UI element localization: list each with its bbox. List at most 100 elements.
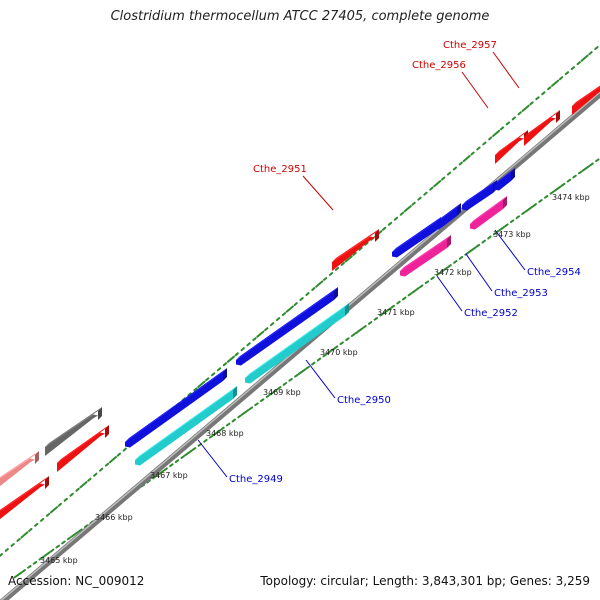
minor-tick <box>21 569 26 573</box>
gene-label-Cthe_2950: Cthe_2950 <box>337 395 391 406</box>
minor-tick <box>476 146 481 151</box>
major-tick <box>492 129 501 137</box>
minor-tick <box>197 443 202 447</box>
minor-tick <box>220 426 225 431</box>
gene-front-face <box>392 221 437 258</box>
gene-front-face <box>0 458 35 487</box>
minor-tick <box>499 126 505 131</box>
leader-Cthe_2952 <box>436 275 463 312</box>
minor-tick <box>492 231 498 236</box>
minor-tick <box>576 61 581 66</box>
gene-top-face <box>470 196 507 224</box>
minor-tick <box>339 341 344 346</box>
major-tick <box>42 551 51 558</box>
minor-tick <box>78 528 83 533</box>
minor-tick <box>521 211 526 215</box>
major-tick <box>354 327 363 335</box>
minor-tick <box>75 487 80 492</box>
minor-tick <box>541 91 546 96</box>
minor-tick <box>407 292 413 297</box>
major-tick <box>212 429 221 436</box>
minor-tick <box>174 459 180 463</box>
minor-tick <box>430 276 435 281</box>
minor-tick <box>180 455 185 459</box>
label-leaders <box>197 51 526 478</box>
minor-tick <box>470 151 475 156</box>
major-tick <box>553 185 562 193</box>
minor-tick <box>275 317 281 322</box>
ruler-label: 3467 kbp <box>150 471 188 480</box>
minor-tick <box>566 178 572 183</box>
minor-tick <box>288 378 293 382</box>
gene-arrow-Cthe_2954 <box>470 196 507 230</box>
minor-tick <box>316 357 322 362</box>
minor-tick <box>169 463 174 468</box>
minor-tick <box>328 272 334 276</box>
minor-tick <box>411 201 416 206</box>
gene-arrow-unlabeled-gray <box>45 407 102 456</box>
gene-top-face <box>236 287 338 360</box>
gene-front-face <box>572 86 600 115</box>
gene-side-face <box>556 110 560 123</box>
minor-tick <box>595 158 600 163</box>
gene-top-face <box>45 407 102 447</box>
major-tick <box>269 388 278 396</box>
minor-tick <box>419 284 424 289</box>
minor-tick <box>211 372 216 377</box>
major-tick <box>403 205 412 213</box>
minor-tick <box>305 365 310 370</box>
ruler-label: 3469 kbp <box>263 388 301 397</box>
minor-tick <box>594 46 599 50</box>
ruler-label: 3466 kbp <box>95 513 133 522</box>
gene-arrow-Cthe_2950 <box>245 303 349 384</box>
gene-front-face <box>0 483 45 520</box>
gene-side-face <box>503 196 507 209</box>
minor-tick <box>458 256 464 260</box>
gene-label-Cthe_2952: Cthe_2952 <box>464 308 518 319</box>
minor-tick <box>367 321 373 325</box>
minor-tick <box>447 264 452 268</box>
minor-tick <box>34 522 39 527</box>
minor-tick <box>45 512 51 517</box>
minor-tick <box>49 548 55 553</box>
minor-tick <box>572 174 577 179</box>
gene-front-face <box>135 390 233 466</box>
minor-tick <box>122 447 127 452</box>
gene-top-face <box>135 386 237 460</box>
gene-front-face <box>524 117 556 146</box>
ruler-label: 3470 kbp <box>320 348 358 357</box>
ruler-label: 3474 kbp <box>552 193 590 202</box>
ruler-label: 3465 kbp <box>40 556 78 565</box>
minor-tick <box>69 492 74 497</box>
major-tick <box>468 246 477 253</box>
minor-tick <box>358 246 363 251</box>
minor-tick <box>436 272 441 276</box>
minor-tick <box>55 544 60 549</box>
minor-tick <box>254 402 259 407</box>
minor-tick <box>83 524 89 529</box>
gene-arrow-unlabeled-red-b <box>57 425 109 472</box>
gene-arrow-Cthe_2952 <box>400 235 451 277</box>
minor-tick <box>423 191 428 196</box>
ruler-label: 3471 kbp <box>377 308 415 317</box>
gene-arrow-Cthe_2954-blue-b <box>494 168 515 191</box>
minor-tick <box>246 342 251 347</box>
minor-tick <box>441 176 446 181</box>
gene-top-face <box>392 217 441 252</box>
genome-stats-text: Topology: circular; Length: 3,843,301 bp… <box>260 574 590 588</box>
leader-Cthe_2957 <box>492 51 520 89</box>
gene-front-face <box>434 207 457 230</box>
minor-tick <box>504 223 509 228</box>
minor-tick <box>63 497 68 502</box>
gene-label-Cthe_2957: Cthe_2957 <box>443 40 497 51</box>
minor-tick <box>333 345 339 350</box>
minor-tick <box>61 540 66 545</box>
minor-tick <box>334 266 340 271</box>
minor-tick <box>475 243 481 248</box>
gene-side-face <box>334 287 338 300</box>
minor-tick <box>417 196 422 201</box>
major-tick <box>496 226 505 233</box>
major-tick <box>524 205 534 213</box>
minor-tick <box>104 462 110 467</box>
minor-tick <box>393 216 399 221</box>
